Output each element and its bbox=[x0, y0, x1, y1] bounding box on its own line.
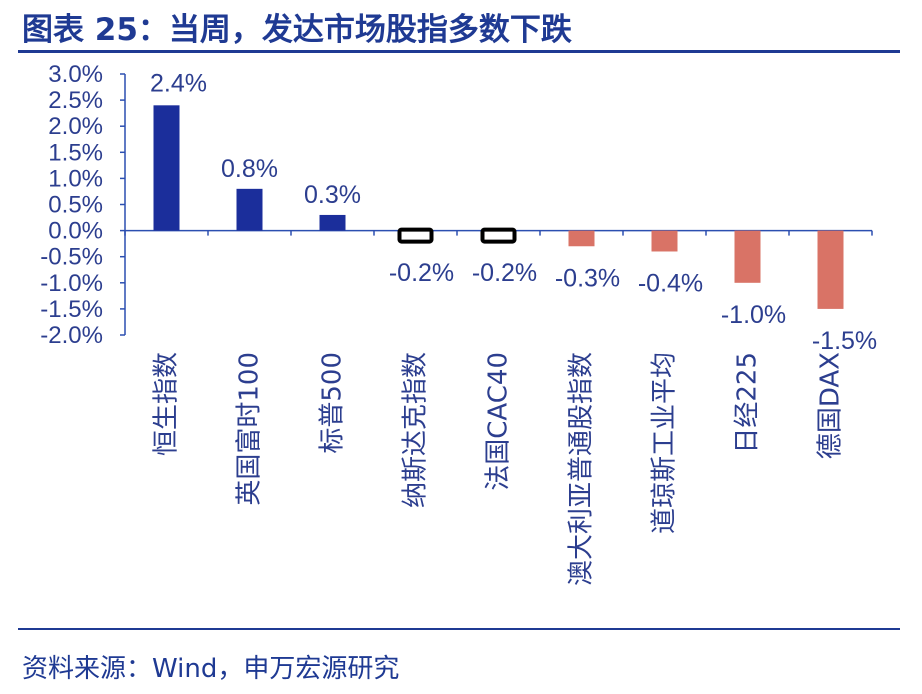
data-label: -1.5% bbox=[812, 327, 877, 355]
category-label: 纳斯达克指数 bbox=[401, 352, 431, 508]
category-label: 德国DAX bbox=[816, 352, 846, 459]
title-divider bbox=[18, 50, 900, 53]
category-label: 澳大利亚普通股指数 bbox=[567, 352, 597, 586]
y-tick-label: 3.0% bbox=[48, 61, 103, 88]
category-label: 日经225 bbox=[733, 352, 763, 454]
y-tick-label: -2.0% bbox=[40, 322, 103, 349]
y-tick-label: 1.0% bbox=[48, 165, 103, 192]
data-label: 0.3% bbox=[304, 181, 361, 209]
y-tick-label: -1.5% bbox=[40, 296, 103, 323]
data-label: -1.0% bbox=[721, 301, 786, 329]
bar bbox=[734, 230, 761, 283]
y-tick-label: 2.5% bbox=[48, 87, 103, 114]
y-tick-label: 2.0% bbox=[48, 113, 103, 140]
data-label: -0.2% bbox=[472, 259, 537, 287]
y-tick-label: -0.5% bbox=[40, 244, 103, 271]
data-labels: 2.4% 0.8% 0.3% -0.2% -0.2% -0.3% -0.4% -1.0% -1.… bbox=[150, 69, 877, 355]
bar bbox=[153, 105, 180, 231]
chart-title: 图表 25：当周，发达市场股指多数下跌 bbox=[22, 12, 572, 48]
data-label: 2.4% bbox=[150, 69, 207, 97]
category-label: 英国富时100 bbox=[235, 352, 265, 506]
source-note: 资料来源：Wind，申万宏源研究 bbox=[22, 654, 400, 684]
bar bbox=[480, 227, 517, 244]
bar bbox=[817, 230, 844, 309]
category-labels: 恒生指数 英国富时100 标普500 纳斯达克指数 法国CAC40 澳大利亚普通股指数 道琼… bbox=[152, 352, 846, 586]
category-label: 法国CAC40 bbox=[484, 352, 514, 491]
data-label: -0.4% bbox=[638, 269, 703, 297]
bar-chart: 3.0%2.5%2.0%1.5%1.0%0.5%0.0%-0.5%-1.0%-1… bbox=[40, 61, 877, 586]
category-label: 道琼斯工业平均 bbox=[650, 352, 680, 534]
y-axis: 3.0%2.5%2.0%1.5%1.0%0.5%0.0%-0.5%-1.0%-1… bbox=[40, 61, 873, 349]
y-tick-label: 0.5% bbox=[48, 192, 103, 219]
bar bbox=[236, 188, 263, 231]
y-tick-label: -1.0% bbox=[40, 270, 103, 297]
category-label: 标普500 bbox=[318, 352, 348, 454]
y-tick-label: 1.5% bbox=[48, 139, 103, 166]
y-tick-label: 0.0% bbox=[48, 218, 103, 245]
bars bbox=[153, 105, 844, 309]
bar bbox=[397, 227, 434, 244]
data-label: 0.8% bbox=[221, 155, 278, 183]
data-label: -0.3% bbox=[555, 264, 620, 292]
bar bbox=[651, 230, 678, 252]
category-label: 恒生指数 bbox=[152, 352, 182, 456]
footer-divider bbox=[18, 628, 900, 630]
data-label: -0.2% bbox=[389, 259, 454, 287]
bar bbox=[319, 214, 346, 231]
bar bbox=[568, 230, 595, 247]
